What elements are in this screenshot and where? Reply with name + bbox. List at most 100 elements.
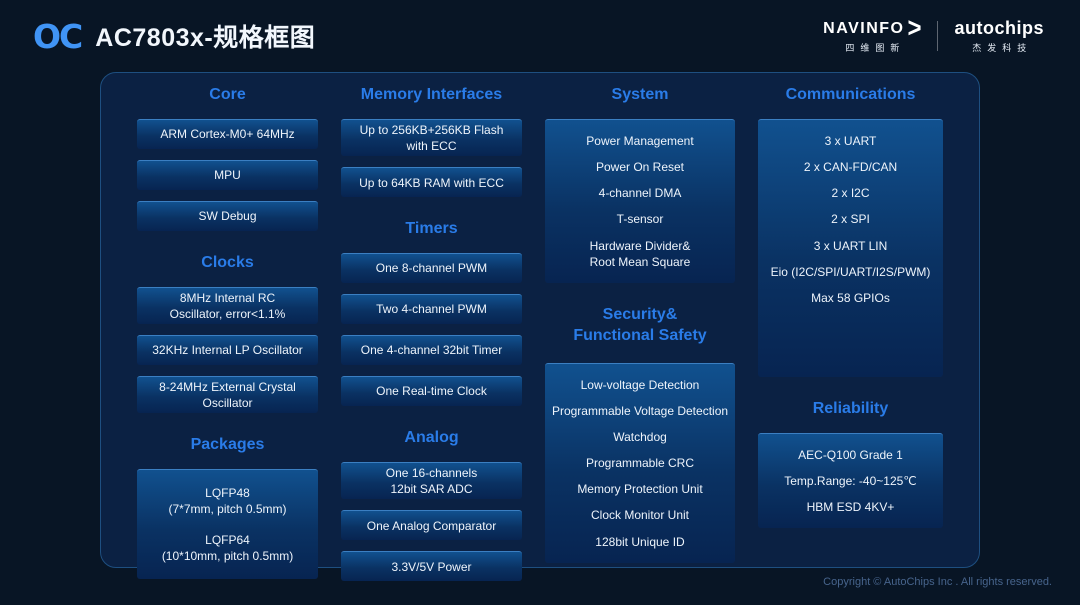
- brand-divider: [937, 21, 939, 51]
- spec-item: LQFP48 (7*7mm, pitch 0.5mm): [139, 478, 316, 524]
- section-title-reliability: Reliability: [758, 399, 943, 420]
- spec-item-line: with ECC: [406, 138, 457, 153]
- spec-item-line: 2 x SPI: [831, 212, 870, 227]
- section-boxes: Up to 256KB+256KB Flash with ECC Up to 64K…: [341, 118, 522, 198]
- spec-item: Memory Protection Unit: [547, 476, 733, 502]
- spec-item: Eio (I2C/SPI/UART/I2S/PWM): [760, 259, 941, 285]
- spec-item: 3.3V/5V Power: [345, 559, 518, 575]
- section-memory-interfaces: Memory Interfaces Up to 256KB+256KB Flash…: [341, 85, 522, 198]
- spec-box: ARM Cortex-M0+ 64MHz: [137, 118, 318, 149]
- spec-item-line: 12bit SAR ADC: [390, 481, 473, 496]
- spec-box: One 16-channels 12bit SAR ADC: [341, 461, 522, 500]
- spec-item-line: One 16-channels: [385, 465, 478, 480]
- spec-item: 2 x I2C: [760, 180, 941, 206]
- section-boxes: One 16-channels 12bit SAR ADC One Analog C…: [341, 461, 522, 582]
- spec-box: Up to 64KB RAM with ECC: [341, 167, 522, 198]
- spec-item: Hardware Divider& Root Mean Square: [547, 233, 733, 275]
- column-1: Core ARM Cortex-M0+ 64MHz MPU SW Debug Clock…: [137, 85, 318, 579]
- column-3: System Power Management Power On Reset 4-ch…: [545, 85, 735, 567]
- spec-item: Clock Monitor Unit: [547, 502, 733, 528]
- spec-item: Power Management: [547, 128, 733, 154]
- navinfo-chinese-name: 四维图新: [845, 43, 906, 54]
- spec-item: 3 x UART LIN: [760, 233, 941, 259]
- spec-item-line: AEC-Q100 Grade 1: [798, 447, 903, 462]
- spec-item-line: 32KHz Internal LP Oscillator: [152, 343, 303, 358]
- chevron-right-icon: >: [907, 12, 922, 44]
- spec-item-line: HBM ESD 4KV+: [806, 499, 895, 514]
- spec-item: Watchdog: [547, 424, 733, 450]
- spec-item-line: One Real-time Clock: [376, 384, 487, 399]
- spec-box: One 8-channel PWM: [341, 252, 522, 283]
- spec-item-line: Oscillator, error<1.1%: [169, 306, 286, 321]
- section-title-line: Memory Interfaces: [360, 86, 503, 103]
- spec-box: 32KHz Internal LP Oscillator: [137, 334, 318, 365]
- section-core: Core ARM Cortex-M0+ 64MHz MPU SW Debug: [137, 85, 318, 231]
- spec-item: 2 x CAN-FD/CAN: [760, 154, 941, 180]
- spec-panel: Core ARM Cortex-M0+ 64MHz MPU SW Debug Clock…: [100, 72, 980, 582]
- section-title-line: System: [611, 86, 669, 103]
- spec-item-line: MPU: [214, 168, 241, 183]
- spec-item-line: Temp.Range: -40~125℃: [784, 473, 917, 488]
- spec-box: 3 x UART 2 x CAN-FD/CAN 2 x I2C 2 x SPI 3 x …: [758, 118, 943, 377]
- section-boxes: AEC-Q100 Grade 1 Temp.Range: -40~125℃ HBM …: [758, 432, 943, 529]
- spec-box: MPU: [137, 159, 318, 190]
- spec-item: Programmable Voltage Detection: [547, 398, 733, 424]
- spec-item: Programmable CRC: [547, 450, 733, 476]
- spec-item-line: Max 58 GPIOs: [811, 290, 890, 305]
- spec-box: Power Management Power On Reset 4-channel …: [545, 118, 735, 283]
- spec-item-line: One Analog Comparator: [366, 518, 497, 533]
- oc-logo-icon: OC: [33, 16, 83, 56]
- section-title-analog: Analog: [341, 428, 522, 449]
- spec-box: 3.3V/5V Power: [341, 551, 522, 582]
- spec-item: ARM Cortex-M0+ 64MHz: [141, 126, 314, 142]
- spec-item: Low-voltage Detection: [547, 372, 733, 398]
- spec-box: AEC-Q100 Grade 1 Temp.Range: -40~125℃ HBM …: [758, 432, 943, 529]
- spec-item-line: T-sensor: [616, 212, 664, 227]
- spec-item-line: 8-24MHz External Crystal: [159, 379, 296, 394]
- spec-item-line: Two 4-channel PWM: [376, 302, 487, 317]
- section-reliability: Reliability AEC-Q100 Grade 1 Temp.Range: -…: [758, 399, 943, 529]
- spec-item-line: One 8-channel PWM: [375, 261, 488, 276]
- section-boxes: 3 x UART 2 x CAN-FD/CAN 2 x I2C 2 x SPI 3 x …: [758, 118, 943, 377]
- spec-box: Up to 256KB+256KB Flash with ECC: [341, 118, 522, 157]
- section-title-line: Clocks: [201, 253, 254, 271]
- navinfo-wordmark: NAVINFO: [823, 19, 905, 37]
- spec-item: 2 x SPI: [760, 206, 941, 232]
- spec-item: Temp.Range: -40~125℃: [760, 468, 941, 494]
- spec-item-line: Root Mean Square: [589, 254, 691, 269]
- spec-item: 128bit Unique ID: [547, 529, 733, 555]
- spec-item: 32KHz Internal LP Oscillator: [141, 342, 314, 358]
- section-title-communications: Communications: [758, 85, 943, 106]
- copyright-notice: Copyright © AutoChips Inc . All rights r…: [823, 576, 1052, 588]
- spec-box: Two 4-channel PWM: [341, 293, 522, 324]
- spec-item-line: Low-voltage Detection: [580, 377, 700, 392]
- spec-item: 3 x UART: [760, 128, 941, 154]
- section-title-line: Timers: [405, 220, 458, 238]
- autochips-logo: autochips 杰发科技: [954, 18, 1044, 54]
- spec-item: 8-24MHz External Crystal Oscillator: [141, 379, 314, 411]
- spec-item: Up to 256KB+256KB Flash with ECC: [345, 122, 518, 154]
- spec-item-line: LQFP48: [205, 486, 250, 501]
- section-boxes: Power Management Power On Reset 4-channel …: [545, 118, 735, 283]
- spec-box: Low-voltage Detection Programmable Voltag…: [545, 362, 735, 563]
- section-timers: Timers One 8-channel PWM Two 4-channel PWM…: [341, 219, 522, 406]
- spec-item-line: One 4-channel 32bit Timer: [360, 343, 503, 358]
- spec-item-line: (10*10mm, pitch 0.5mm): [161, 548, 294, 563]
- spec-item: Two 4-channel PWM: [345, 301, 518, 317]
- spec-item: T-sensor: [547, 206, 733, 232]
- spec-item-line: Up to 256KB+256KB Flash: [359, 122, 504, 137]
- brand-logos: NAVINFO > 四维图新 autochips 杰发科技: [823, 12, 1044, 55]
- spec-box: LQFP48 (7*7mm, pitch 0.5mm) LQFP64 (10*10mm…: [137, 469, 318, 579]
- section-boxes: Low-voltage Detection Programmable Voltag…: [545, 362, 735, 563]
- spec-item-line: Clock Monitor Unit: [590, 508, 690, 523]
- section-boxes: 8MHz Internal RC Oscillator, error<1.1% 32…: [137, 286, 318, 414]
- spec-item-line: ARM Cortex-M0+ 64MHz: [160, 127, 295, 142]
- section-title-memory-interfaces: Memory Interfaces: [341, 85, 522, 106]
- spec-item-line: 8MHz Internal RC: [179, 290, 276, 305]
- section-title-line: Core: [209, 86, 246, 103]
- spec-item: 8MHz Internal RC Oscillator, error<1.1%: [141, 290, 314, 322]
- section-title-clocks: Clocks: [137, 253, 318, 274]
- section-boxes: ARM Cortex-M0+ 64MHz MPU SW Debug: [137, 118, 318, 231]
- section-title-line: Analog: [404, 428, 459, 446]
- spec-item: Max 58 GPIOs: [760, 285, 941, 311]
